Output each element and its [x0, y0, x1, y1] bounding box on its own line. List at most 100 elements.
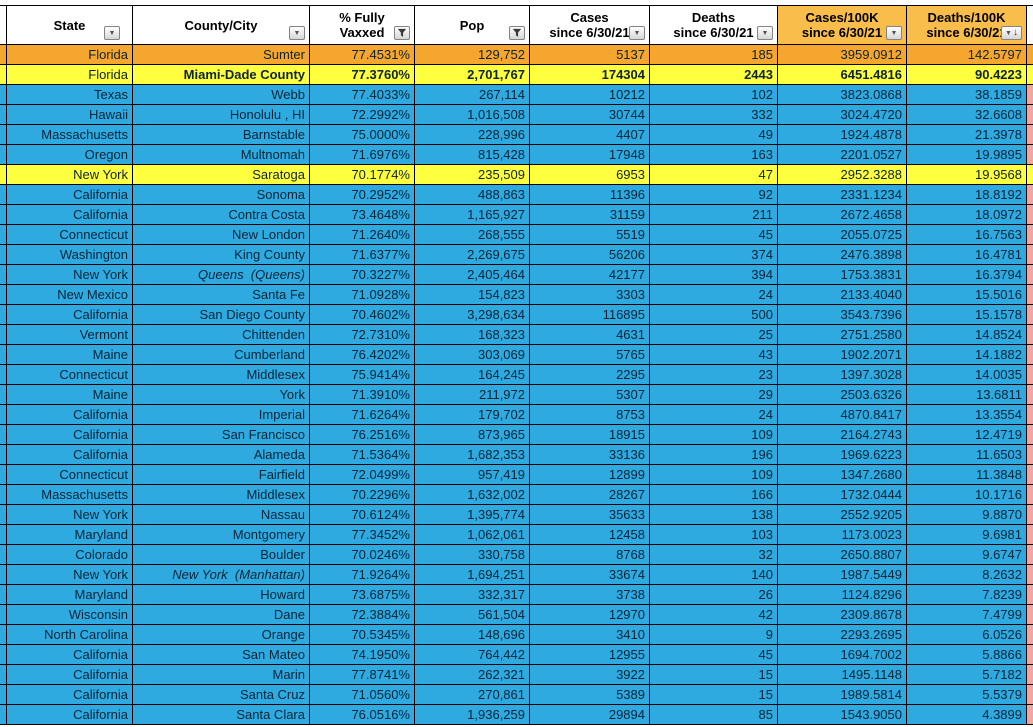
cell-deaths-per-100k[interactable]: 7.4799: [907, 605, 1027, 624]
cell-cases[interactable]: 12955: [530, 645, 650, 664]
cell-pop[interactable]: 330,758: [415, 545, 530, 564]
cell-pop[interactable]: 2,405,464: [415, 265, 530, 284]
cell-state[interactable]: New York: [7, 165, 133, 184]
cell-deaths[interactable]: 211: [650, 205, 778, 224]
cell-state[interactable]: Maine: [7, 385, 133, 404]
filter-dropdown-button[interactable]: ▼: [104, 26, 120, 40]
cell-pct-fully-vaxxed[interactable]: 75.9414%: [310, 365, 415, 384]
cell-pct-fully-vaxxed[interactable]: 71.6377%: [310, 245, 415, 264]
cell-county[interactable]: York: [133, 385, 310, 404]
cell-state[interactable]: Oregon: [7, 145, 133, 164]
cell-deaths-per-100k[interactable]: 5.7182: [907, 665, 1027, 684]
cell-cases-per-100k[interactable]: 1989.5814: [778, 685, 907, 704]
cell-cases[interactable]: 56206: [530, 245, 650, 264]
cell-pop[interactable]: 164,245: [415, 365, 530, 384]
cell-cases[interactable]: 33136: [530, 445, 650, 464]
cell-deaths[interactable]: 140: [650, 565, 778, 584]
cell-pct-fully-vaxxed[interactable]: 70.1774%: [310, 165, 415, 184]
cell-pct-fully-vaxxed[interactable]: 71.6976%: [310, 145, 415, 164]
cell-pct-fully-vaxxed[interactable]: 72.7310%: [310, 325, 415, 344]
cell-cases[interactable]: 5137: [530, 45, 650, 64]
cell-pct-fully-vaxxed[interactable]: 72.3884%: [310, 605, 415, 624]
cell-deaths[interactable]: 32: [650, 545, 778, 564]
cell-cases[interactable]: 30744: [530, 105, 650, 124]
cell-cases[interactable]: 42177: [530, 265, 650, 284]
cell-state[interactable]: California: [7, 425, 133, 444]
cell-pop[interactable]: 2,701,767: [415, 65, 530, 84]
cell-pct-fully-vaxxed[interactable]: 70.6124%: [310, 505, 415, 524]
cell-state[interactable]: Massachusetts: [7, 485, 133, 504]
cell-deaths-per-100k[interactable]: 15.5016: [907, 285, 1027, 304]
cell-cases[interactable]: 5765: [530, 345, 650, 364]
cell-cases-per-100k[interactable]: 2751.2580: [778, 325, 907, 344]
cell-state[interactable]: California: [7, 305, 133, 324]
cell-cases[interactable]: 12458: [530, 525, 650, 544]
cell-county[interactable]: Sonoma: [133, 185, 310, 204]
cell-deaths-per-100k[interactable]: 21.3978: [907, 125, 1027, 144]
cell-cases-per-100k[interactable]: 1124.8296: [778, 585, 907, 604]
cell-cases[interactable]: 11396: [530, 185, 650, 204]
cell-state[interactable]: Florida: [7, 45, 133, 64]
cell-deaths[interactable]: 92: [650, 185, 778, 204]
cell-pop[interactable]: 764,442: [415, 645, 530, 664]
cell-cases[interactable]: 6953: [530, 165, 650, 184]
cell-pct-fully-vaxxed[interactable]: 73.4648%: [310, 205, 415, 224]
cell-pop[interactable]: 267,114: [415, 85, 530, 104]
cell-pct-fully-vaxxed[interactable]: 71.0560%: [310, 685, 415, 704]
cell-deaths-per-100k[interactable]: 15.1578: [907, 305, 1027, 324]
cell-deaths[interactable]: 15: [650, 685, 778, 704]
cell-pct-fully-vaxxed[interactable]: 77.8741%: [310, 665, 415, 684]
cell-pop[interactable]: 1,936,259: [415, 705, 530, 724]
cell-pct-fully-vaxxed[interactable]: 72.2992%: [310, 105, 415, 124]
cell-cases[interactable]: 8753: [530, 405, 650, 424]
cell-cases-per-100k[interactable]: 2476.3898: [778, 245, 907, 264]
cell-county[interactable]: Marin: [133, 665, 310, 684]
cell-pop[interactable]: 211,972: [415, 385, 530, 404]
sorted-filter-button[interactable]: ▼ ↓: [1001, 26, 1022, 40]
cell-pct-fully-vaxxed[interactable]: 71.5364%: [310, 445, 415, 464]
cell-deaths[interactable]: 332: [650, 105, 778, 124]
cell-deaths-per-100k[interactable]: 7.8239: [907, 585, 1027, 604]
cell-county[interactable]: Alameda: [133, 445, 310, 464]
cell-deaths[interactable]: 24: [650, 285, 778, 304]
cell-deaths[interactable]: 500: [650, 305, 778, 324]
cell-pop[interactable]: 148,696: [415, 625, 530, 644]
cell-deaths-per-100k[interactable]: 14.8524: [907, 325, 1027, 344]
cell-deaths[interactable]: 374: [650, 245, 778, 264]
cell-county[interactable]: San Francisco: [133, 425, 310, 444]
cell-deaths-per-100k[interactable]: 11.3848: [907, 465, 1027, 484]
cell-state[interactable]: North Carolina: [7, 625, 133, 644]
cell-cases-per-100k[interactable]: 3024.4720: [778, 105, 907, 124]
cell-cases-per-100k[interactable]: 1495.1148: [778, 665, 907, 684]
cell-pct-fully-vaxxed[interactable]: 77.3452%: [310, 525, 415, 544]
filter-dropdown-button[interactable]: ▼: [629, 26, 645, 40]
cell-county[interactable]: Orange: [133, 625, 310, 644]
cell-pop[interactable]: 303,069: [415, 345, 530, 364]
cell-deaths[interactable]: 196: [650, 445, 778, 464]
cell-pct-fully-vaxxed[interactable]: 72.0499%: [310, 465, 415, 484]
cell-deaths[interactable]: 42: [650, 605, 778, 624]
cell-cases[interactable]: 3922: [530, 665, 650, 684]
cell-state[interactable]: Maryland: [7, 525, 133, 544]
cell-pop[interactable]: 488,863: [415, 185, 530, 204]
cell-state[interactable]: California: [7, 705, 133, 724]
cell-cases[interactable]: 2295: [530, 365, 650, 384]
cell-state[interactable]: Colorado: [7, 545, 133, 564]
cell-county[interactable]: New London: [133, 225, 310, 244]
cell-cases-per-100k[interactable]: 2201.0527: [778, 145, 907, 164]
cell-deaths-per-100k[interactable]: 13.3554: [907, 405, 1027, 424]
cell-cases[interactable]: 3410: [530, 625, 650, 644]
cell-deaths[interactable]: 9: [650, 625, 778, 644]
cell-deaths[interactable]: 47: [650, 165, 778, 184]
cell-county[interactable]: Dane: [133, 605, 310, 624]
cell-pop[interactable]: 154,823: [415, 285, 530, 304]
cell-county[interactable]: Chittenden: [133, 325, 310, 344]
filter-dropdown-button[interactable]: ▼: [886, 26, 902, 40]
cell-cases-per-100k[interactable]: 2055.0725: [778, 225, 907, 244]
cell-pct-fully-vaxxed[interactable]: 77.4531%: [310, 45, 415, 64]
cell-deaths[interactable]: 185: [650, 45, 778, 64]
cell-deaths[interactable]: 23: [650, 365, 778, 384]
cell-deaths[interactable]: 103: [650, 525, 778, 544]
cell-cases[interactable]: 5389: [530, 685, 650, 704]
cell-pct-fully-vaxxed[interactable]: 71.3910%: [310, 385, 415, 404]
